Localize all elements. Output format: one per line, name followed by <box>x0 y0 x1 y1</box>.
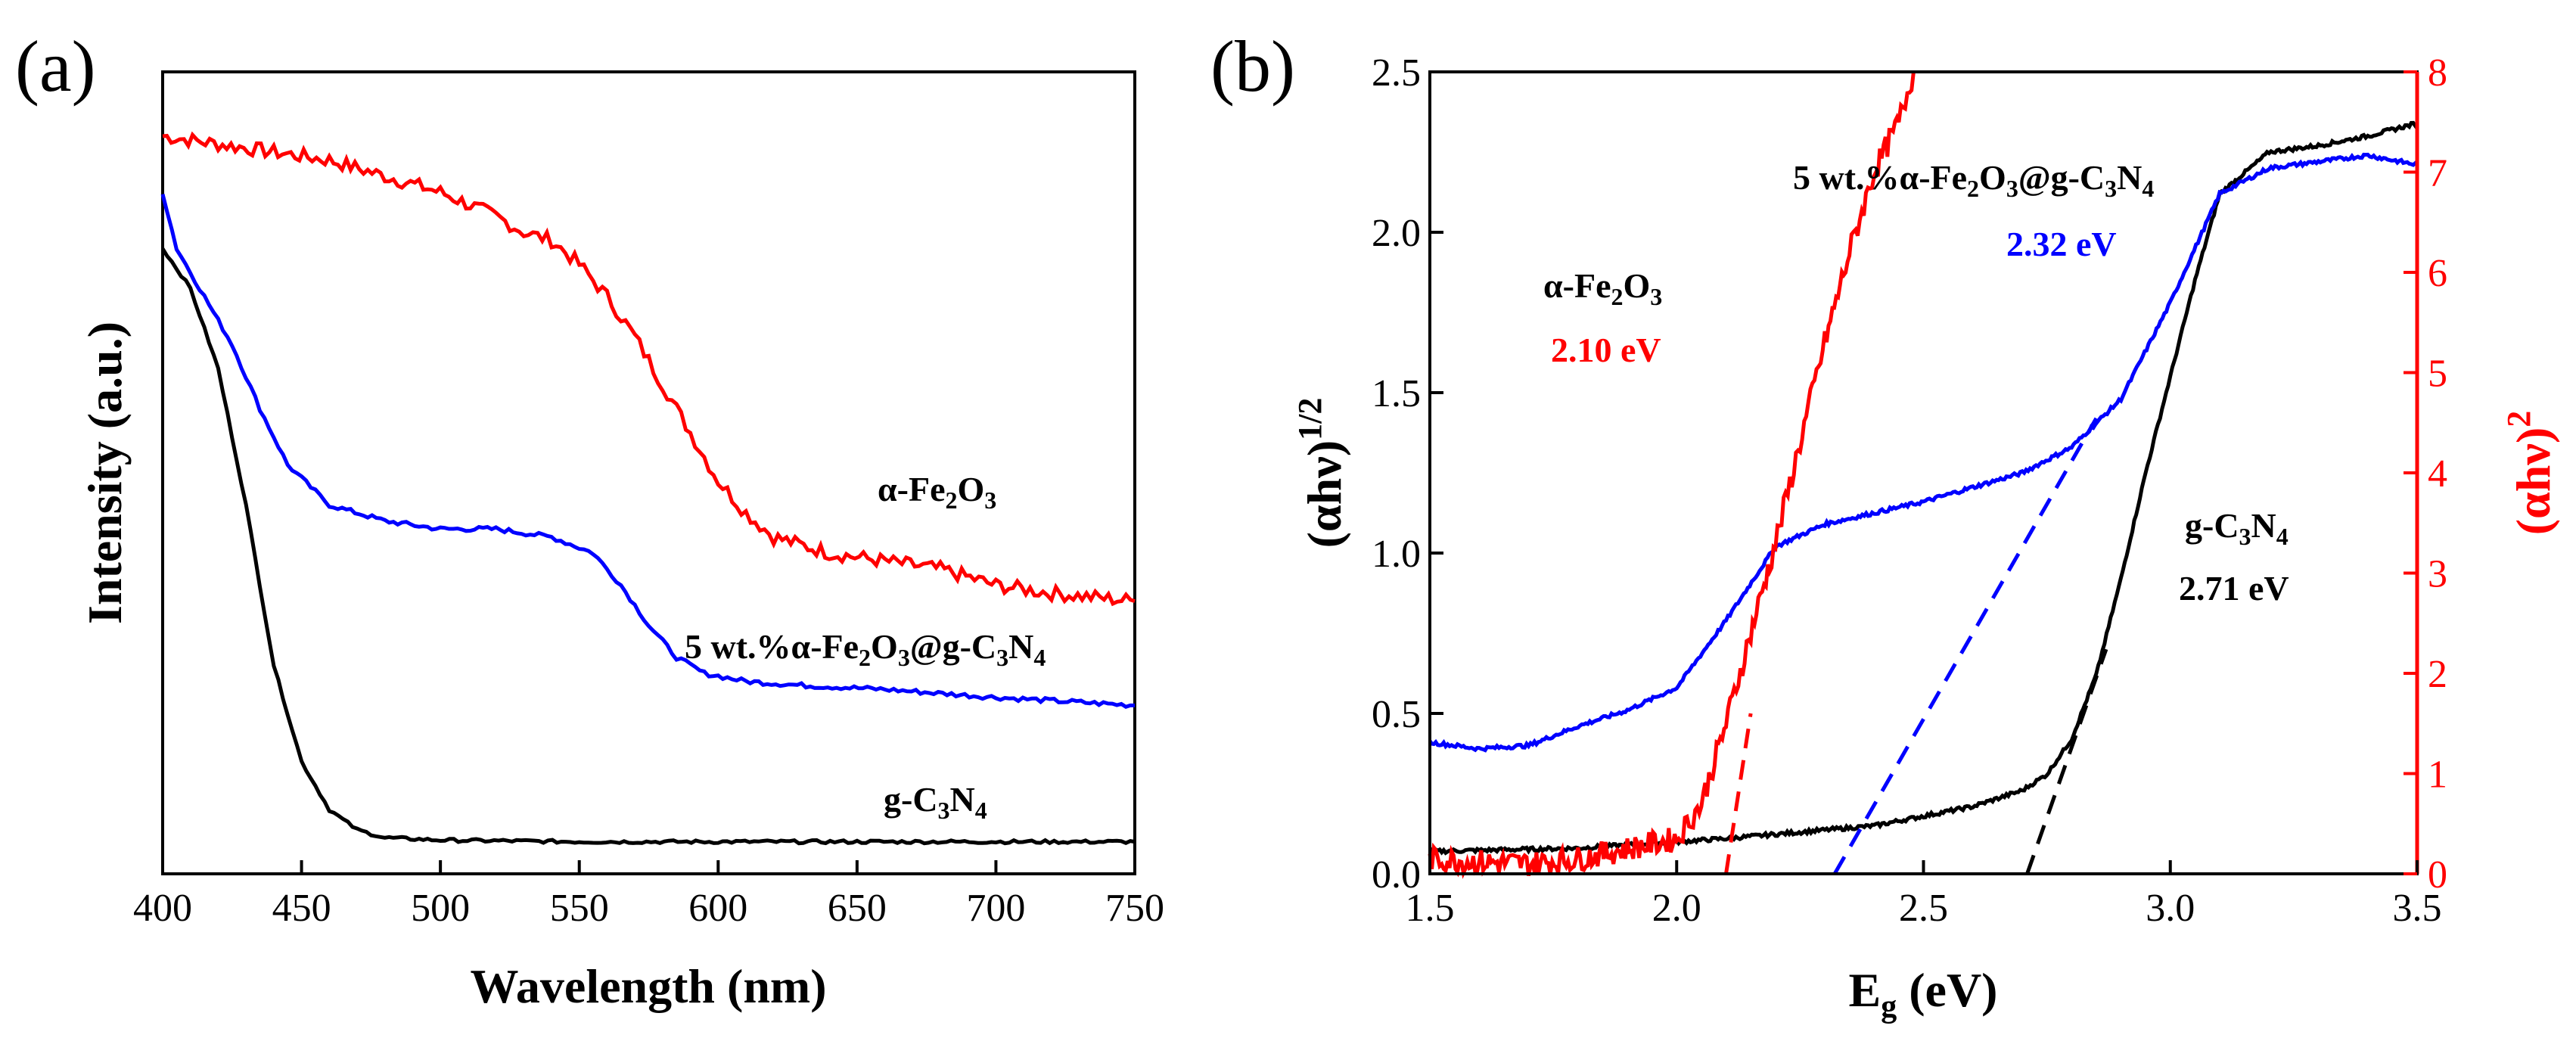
panel-b-right-tick-label: 4 <box>2428 452 2447 496</box>
panel-a-label-composite: 5 wt.%α-Fe2O3@g-C3N4 <box>685 627 1046 671</box>
panel-a-x-tick-label: 650 <box>828 887 887 930</box>
panel-b-left-tick-label: 0.0 <box>1372 853 1421 897</box>
panel-b-right-tick-label: 1 <box>2428 754 2447 797</box>
panel-b: (b) 1.5 2.0 2.5 3.0 3.5 0.0 0.5 1.0 1.5 2.0 2.5 0… <box>1210 26 2560 1024</box>
panel-a-label-gc3n4: g-C3N4 <box>884 780 987 824</box>
panel-b-left-tick-label: 0.5 <box>1372 693 1421 736</box>
panel-b-tangent-1 <box>1832 417 2099 875</box>
panel-b-right-tick-label: 5 <box>2428 353 2447 396</box>
panel-b-x-axis-label: Eg (eV) <box>1849 963 1998 1024</box>
panel-b-right-tick-label: 8 <box>2428 51 2447 95</box>
panel-a-series <box>160 131 1136 846</box>
panel-b-annotation-fe2o3-value: 2.10 eV <box>1551 331 1661 369</box>
panel-a-x-ticks: 400 450 500 550 600 650 700 750 <box>133 860 1164 930</box>
panel-b-tangent-lines <box>1724 417 2108 875</box>
panel-b-right-tick-label: 6 <box>2428 252 2447 295</box>
panel-b-tangent-0 <box>1724 713 1753 875</box>
panel-b-right-tick-label: 3 <box>2428 553 2447 596</box>
panel-a-x-axis-label: Wavelength (nm) <box>470 959 826 1013</box>
panel-b-left-y-axis-label: (αhν)1/2 <box>1291 398 1351 549</box>
panel-b-annotation-gc3n4-value: 2.71 eV <box>2179 569 2289 608</box>
panel-b-x-tick-label: 3.0 <box>2146 887 2195 930</box>
panel-a-x-tick-label: 450 <box>272 887 331 930</box>
panel-b-right-tick-label: 0 <box>2428 853 2447 897</box>
panel-b-annotation-composite-value: 2.32 eV <box>2006 225 2117 263</box>
panel-a-x-tick-label: 400 <box>133 887 192 930</box>
panel-b-x-tick-label: 2.0 <box>1652 887 1701 930</box>
panel-a-series-fe2o3 <box>162 131 1136 607</box>
panel-b-annotation-composite-name: 5 wt.%α-Fe2O3@g-C3N4 <box>1793 158 2154 202</box>
panel-a-x-tick-label: 550 <box>550 887 609 930</box>
panel-a-plot-frame <box>161 70 1136 875</box>
panel-b-series-5-wt-fe2o3-g-c3n4 <box>1428 152 2419 753</box>
panel-b-left-tick-label: 1.0 <box>1372 533 1421 576</box>
panel-b-x-ticks: 1.5 2.0 2.5 3.0 3.5 <box>1406 860 2442 930</box>
panel-b-left-y-ticks: 0.0 0.5 1.0 1.5 2.0 2.5 <box>1372 51 1443 897</box>
panel-b-right-tick-label: 7 <box>2428 152 2447 195</box>
panel-b-series-g-c3n4 <box>1428 120 2419 856</box>
panel-b-label: (b) <box>1210 26 1295 107</box>
panel-a-label-fe2o3: α-Fe2O3 <box>878 470 996 514</box>
panel-b-right-tick-label: 2 <box>2428 653 2447 696</box>
panel-b-left-tick-label: 2.5 <box>1372 51 1421 95</box>
panel-a-x-tick-label: 700 <box>966 887 1025 930</box>
panel-b-annotation-gc3n4-name: g-C3N4 <box>2185 506 2289 550</box>
panel-a-series-5-wt-fe2o3-g-c3n4 <box>160 193 1135 710</box>
panel-a-y-axis-label: Intensity (a.u.) <box>78 322 132 624</box>
panel-b-x-tick-label: 1.5 <box>1406 887 1455 930</box>
panel-a-label: (a) <box>15 26 96 107</box>
panel-b-left-tick-label: 2.0 <box>1372 212 1421 255</box>
panel-b-right-y-ticks: 0 1 2 3 4 5 6 7 8 <box>2404 51 2447 897</box>
panel-a: (a) 400 450 500 550 600 650 700 750 Wavelength … <box>15 26 1164 1013</box>
panel-b-tangent-2 <box>2025 648 2108 875</box>
panel-a-x-tick-label: 600 <box>688 887 747 930</box>
panel-b-series-fe2o3 <box>1428 71 1916 879</box>
panel-b-series <box>1428 71 2419 879</box>
panel-b-left-tick-label: 1.5 <box>1372 372 1421 415</box>
panel-a-x-tick-label: 500 <box>411 887 470 930</box>
panel-b-annotation-fe2o3-name: α-Fe2O3 <box>1543 266 1662 310</box>
panel-a-series-g-c3n4 <box>160 247 1136 846</box>
panel-a-x-tick-label: 750 <box>1105 887 1164 930</box>
panel-b-x-tick-label: 2.5 <box>1899 887 1948 930</box>
panel-b-right-y-axis-label: (αhν)2 <box>2500 411 2560 536</box>
panel-b-x-tick-label: 3.5 <box>2393 887 2442 930</box>
